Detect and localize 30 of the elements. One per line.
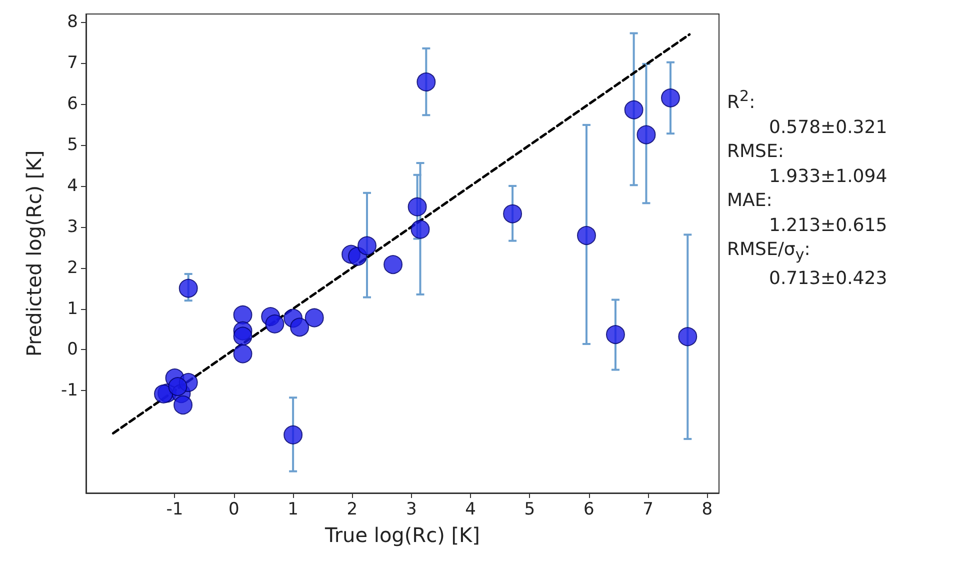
y-tick-label: -1 (61, 380, 78, 401)
text: 0.713±0.423 (768, 267, 888, 292)
x-tick-label: 6 (583, 500, 594, 520)
x-tick-label: 8 (702, 500, 713, 520)
y-tick-label: 6 (67, 94, 78, 114)
x-tick-label: 7 (642, 500, 654, 520)
y-tick-label: 2 (67, 258, 78, 278)
y-tick-label: 4 (67, 176, 78, 196)
text: 1.213±0.615 (768, 214, 888, 238)
x-tick-label: 4 (465, 500, 476, 520)
y-tick-label: 8 (67, 12, 78, 32)
y-tick-label: 1 (67, 298, 78, 319)
x-tick-label: -1 (166, 500, 184, 520)
text: R$^{2}$: (727, 86, 756, 115)
x-tick-label: 2 (346, 500, 358, 520)
x-axis-title: True log(Rc) [K] (324, 523, 480, 547)
text: RMSE: (727, 140, 785, 164)
y-axis-title: Predicted log(Rc) [K] (22, 150, 46, 357)
text: RMSE/σ$_{y}$: (727, 238, 812, 266)
text: 0.578±0.321 (768, 116, 888, 140)
y-tick-label: 3 (67, 216, 78, 237)
y-tick-label: 7 (67, 53, 78, 74)
x-tick-label: 1 (288, 500, 298, 520)
x-tick-label: 3 (406, 500, 417, 520)
y-tick-label: 0 (67, 340, 78, 360)
x-tick-label: 0 (228, 500, 240, 520)
text: 1.933±1.094 (768, 164, 888, 188)
x-tick-label: 5 (524, 500, 536, 520)
y-tick-label: 5 (67, 135, 78, 156)
text: MAE: (727, 189, 774, 213)
